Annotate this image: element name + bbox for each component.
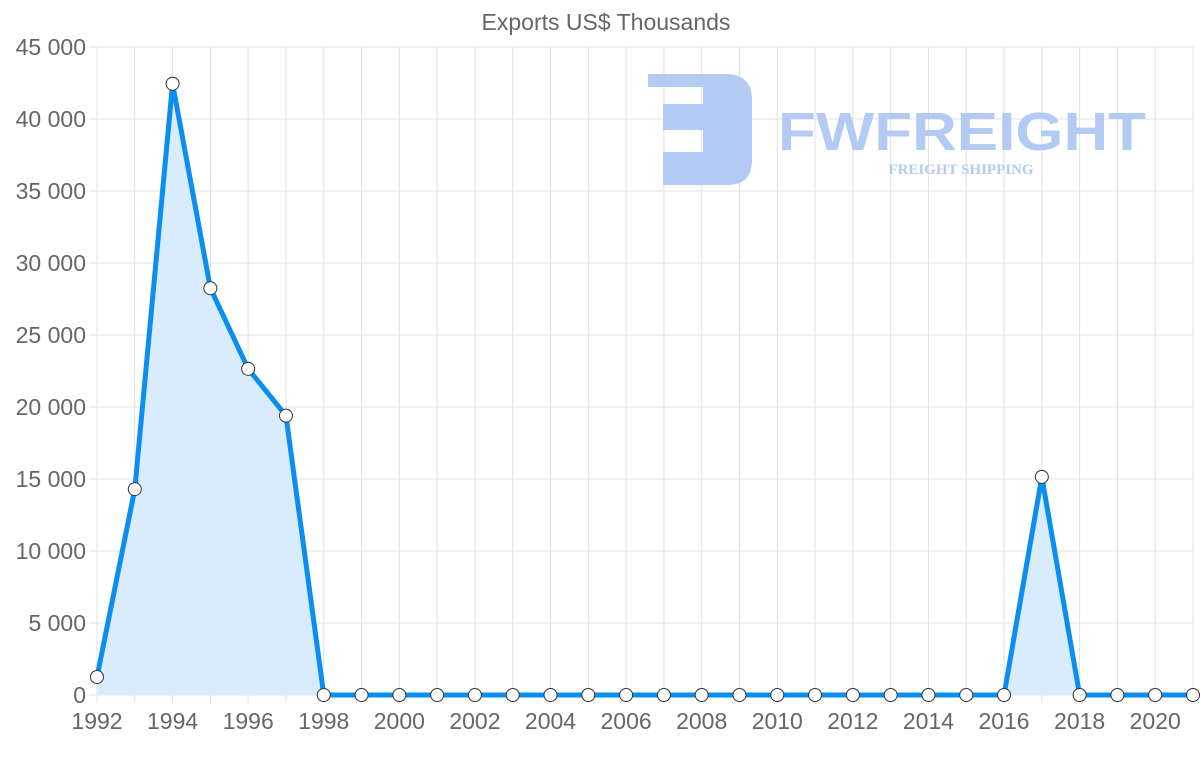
data-point[interactable] [430,688,445,702]
y-tick-label: 5 000 [28,610,86,636]
x-tick-label: 1994 [147,708,198,734]
data-point[interactable] [1148,688,1163,702]
x-tick-label: 2018 [1054,708,1105,734]
data-point[interactable] [316,688,331,702]
watermark-logo: FWFREIGHT FREIGHT SHIPPING [648,74,1146,185]
watermark-brand: FWFREIGHT [778,102,1146,162]
data-point[interactable] [997,688,1012,702]
x-tick-label: 2010 [752,708,803,734]
data-point[interactable] [127,482,142,497]
y-tick-label: 25 000 [16,322,86,348]
data-point[interactable] [90,670,104,684]
y-tick-label: 40 000 [16,106,86,132]
x-axis: 1992 1994 1996 1998 2000 2002 2004 2006 2008 2010… [71,708,1180,734]
data-point[interactable] [392,688,407,702]
series-exports [90,76,1200,702]
chart-title: Exports US$ Thousands [482,9,731,35]
watermark-tagline: FREIGHT SHIPPING [888,162,1033,178]
y-tick-label: 35 000 [16,178,86,204]
y-tick-label: 0 [73,682,86,708]
data-point[interactable] [883,688,898,702]
data-point[interactable] [467,688,482,702]
x-tick-label: 2006 [601,708,652,734]
data-point[interactable] [241,361,256,376]
data-point[interactable] [203,281,218,296]
y-tick-label: 10 000 [16,538,86,564]
y-tick-label: 15 000 [16,466,86,492]
x-tick-label: 2012 [827,708,878,734]
x-tick-label: 1998 [298,708,349,734]
data-point[interactable] [619,688,634,702]
x-tick-label: 2014 [903,708,954,734]
x-tick-label: 2000 [374,708,425,734]
y-tick-label: 20 000 [16,394,86,420]
data-point[interactable] [656,688,671,702]
data-point[interactable] [732,688,747,702]
x-tick-label: 1996 [223,708,274,734]
y-tick-label: 30 000 [16,250,86,276]
data-point[interactable] [808,688,823,702]
data-point[interactable] [845,688,860,702]
data-point[interactable] [959,688,974,702]
data-point[interactable] [543,688,558,702]
data-point[interactable] [1186,688,1200,702]
x-tick-label: 2004 [525,708,576,734]
y-axis: 0 5 000 10 000 15 000 20 000 25 000 30 000 35 0… [16,34,86,708]
data-point[interactable] [278,408,293,423]
data-point[interactable] [1110,688,1125,702]
y-tick-label: 45 000 [16,34,86,60]
x-tick-label: 2020 [1130,708,1181,734]
data-point[interactable] [694,688,709,702]
data-point[interactable] [354,688,369,702]
data-point[interactable] [165,76,180,91]
data-point[interactable] [505,688,520,702]
data-point[interactable] [581,688,596,702]
x-tick-label: 2016 [978,708,1029,734]
data-point[interactable] [1034,469,1049,484]
x-tick-label: 2008 [676,708,727,734]
data-point[interactable] [921,688,936,702]
logo-mark [648,74,752,185]
series-line [94,81,1193,698]
data-point[interactable] [1072,688,1087,702]
x-tick-label: 2002 [449,708,500,734]
x-tick-label: 1992 [71,708,122,734]
data-point[interactable] [770,688,785,702]
area-fill [97,83,1193,696]
